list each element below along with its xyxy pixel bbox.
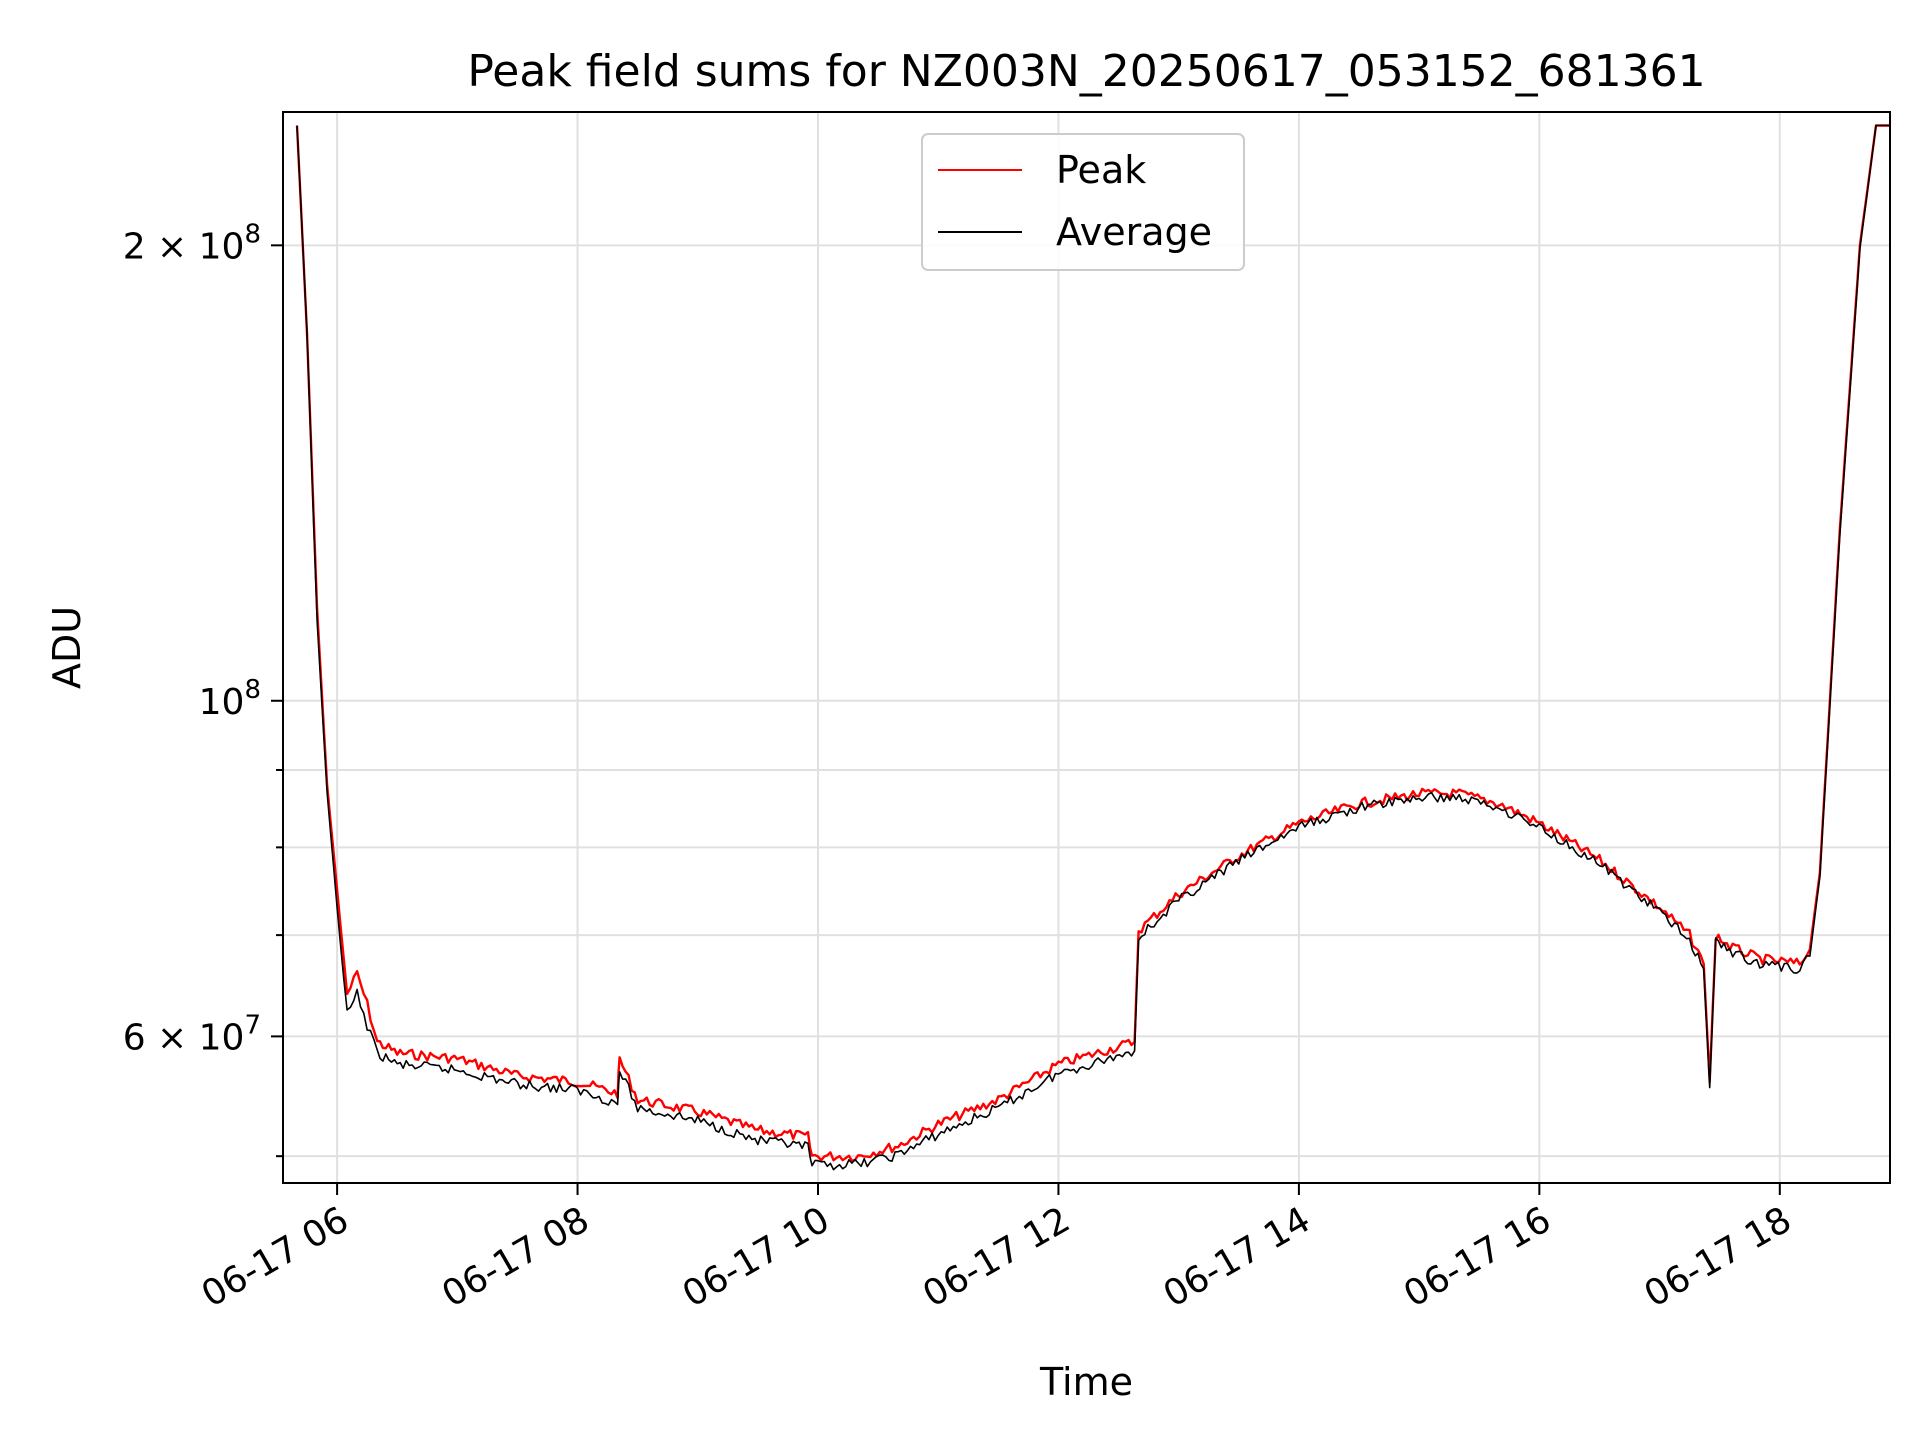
series-line-peak xyxy=(295,124,1890,1162)
legend: Peak Average xyxy=(921,133,1245,271)
grid xyxy=(283,112,1890,1183)
x-tick-label: 06-17 18 xyxy=(1638,1199,1799,1315)
y-tick-label-exponent: 7 xyxy=(244,1010,261,1040)
ticks: 06-17 06 06-17 08 06-17 10 06-17 12 06-17 14… xyxy=(123,219,1799,1315)
y-tick-label-base: 10 xyxy=(199,682,245,723)
legend-label: Average xyxy=(1056,210,1212,254)
y-tick-label-exponent: 8 xyxy=(244,675,261,705)
chart-title: Peak field sums for NZ003N_20250617_0531… xyxy=(467,46,1705,97)
legend-box xyxy=(921,133,1245,271)
y-tick-label-exponent: 8 xyxy=(244,219,261,249)
x-tick-label: 06-17 12 xyxy=(916,1199,1077,1315)
series-layer xyxy=(295,124,1890,1171)
y-axis-label: ADU xyxy=(45,606,89,689)
legend-label: Peak xyxy=(1056,148,1146,192)
y-tick-label: 6 × 107 xyxy=(123,1010,261,1058)
x-tick-label: 06-17 14 xyxy=(1157,1199,1318,1315)
y-tick-label: 108 xyxy=(199,675,261,723)
y-tick-label: 2 × 108 xyxy=(123,219,261,267)
x-tick-label: 06-17 16 xyxy=(1397,1199,1558,1315)
y-tick-label-base: 2 × 10 xyxy=(123,226,245,267)
x-tick-label: 06-17 10 xyxy=(676,1199,837,1315)
series-line-average xyxy=(296,124,1890,1171)
plot-frame xyxy=(282,111,1891,1184)
x-tick-label: 06-17 06 xyxy=(195,1199,356,1315)
x-axis-label: Time xyxy=(1039,1360,1133,1404)
x-tick-label: 06-17 08 xyxy=(435,1199,596,1315)
y-tick-label-base: 6 × 10 xyxy=(123,1017,245,1058)
